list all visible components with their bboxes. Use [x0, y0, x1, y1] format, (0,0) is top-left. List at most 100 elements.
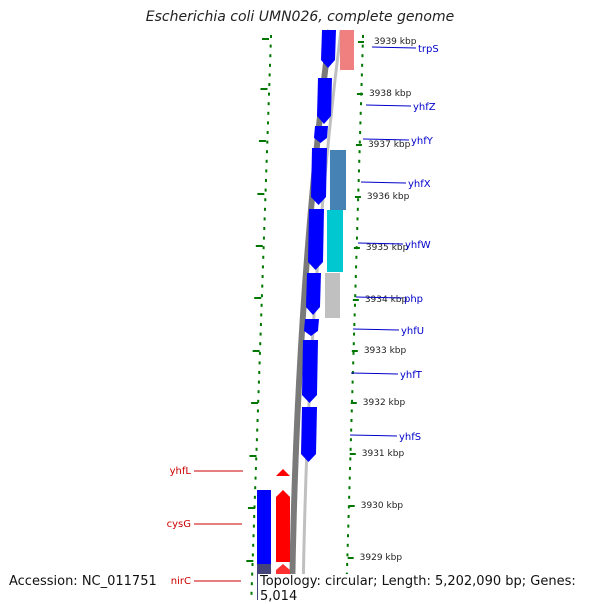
left-track-dot — [252, 534, 255, 538]
left-track-dot — [263, 207, 266, 211]
right-track-dot — [346, 553, 349, 557]
right-track-dot — [353, 332, 356, 336]
right-track-dot — [352, 342, 355, 346]
left-track-dot — [264, 188, 267, 192]
kbp-tick-mark — [352, 299, 359, 301]
gene-label-left: yhfL — [170, 466, 192, 477]
right-track-dot — [358, 159, 361, 163]
right-track-dot — [348, 486, 351, 490]
gene-label-right: php — [404, 294, 423, 305]
kbp-tick-mark — [351, 350, 358, 352]
right-track-dot — [361, 54, 364, 58]
right-track-dot — [355, 236, 358, 240]
left-track-dot — [257, 380, 260, 384]
left-track-dot — [265, 159, 268, 163]
kbp-tick-label: 3935 kbp — [366, 243, 409, 253]
kbp-tick-mark — [350, 402, 357, 404]
right-track-dot — [354, 284, 357, 288]
left-track-dot — [254, 486, 257, 490]
gene-label-right: yhfT — [400, 370, 423, 381]
left-track-tick — [249, 455, 257, 457]
kbp-tick-mark — [355, 144, 362, 146]
gene-label-right: yhfX — [408, 179, 431, 190]
right-track-dot — [350, 428, 353, 432]
right-track-dot — [353, 323, 356, 326]
kbp-tick-mark — [349, 453, 356, 455]
gene-label-right: trpS — [418, 44, 439, 55]
left-track-dot — [256, 419, 259, 422]
left-track-dot — [263, 227, 266, 230]
left-track-dot — [266, 121, 269, 125]
kbp-tick-label: 3929 kbp — [360, 553, 403, 563]
kbp-tick-mark — [348, 505, 355, 507]
right-track-dot — [352, 361, 355, 365]
left-track-tick — [258, 140, 266, 142]
left-track-dot — [261, 284, 264, 288]
left-track-dot — [263, 217, 266, 221]
gene-reverse-arrow — [276, 490, 290, 562]
right-track-dot — [359, 111, 362, 115]
right-track-dot — [348, 476, 351, 480]
right-track-dot — [353, 313, 356, 317]
label-leader-line — [362, 138, 410, 141]
right-track-dot — [351, 390, 354, 394]
right-track-dot — [358, 150, 361, 154]
kbp-tick-label: 3939 kbp — [374, 37, 417, 47]
right-track-dot — [352, 351, 355, 355]
left-track-dot — [260, 294, 263, 298]
left-track-dot — [268, 73, 271, 77]
gene-trpS-arrow — [321, 30, 336, 68]
right-track-dot — [349, 438, 352, 442]
right-track-dot — [349, 467, 352, 470]
left-track-dot — [261, 275, 264, 278]
gene-label-right: yhfW — [405, 240, 431, 251]
right-track-dot — [347, 524, 350, 528]
left-track-dot — [255, 438, 258, 442]
right-track-dot — [350, 419, 353, 422]
left-track-dot — [250, 582, 253, 586]
right-track-dot — [361, 44, 364, 48]
left-track-dot — [258, 351, 261, 355]
right-track-dot — [354, 275, 357, 278]
kbp-tick-mark — [354, 196, 361, 198]
kbp-tick-label: 3936 kbp — [367, 192, 410, 202]
left-track-dot — [269, 44, 272, 48]
right-track-dot — [354, 294, 357, 298]
left-track-dot — [266, 131, 269, 134]
left-track-dot — [262, 236, 265, 240]
left-track-dot — [261, 265, 264, 269]
left-track-dot — [259, 342, 262, 346]
right-track-dot — [349, 457, 352, 461]
left-track-dot — [251, 553, 254, 557]
left-track-dot — [264, 179, 267, 182]
gene-php-arrow — [306, 273, 321, 315]
left-track-dot — [255, 457, 258, 461]
right-track-dot — [353, 303, 356, 307]
left-track-tick — [251, 402, 259, 404]
kbp-tick-label: 3932 kbp — [363, 398, 406, 408]
right-track-dot — [351, 371, 354, 374]
kbp-tick-mark — [356, 93, 363, 95]
right-track-dot — [347, 515, 350, 518]
left-track-dot — [250, 591, 253, 595]
kbp-tick-label: 3938 kbp — [369, 89, 412, 99]
right-track-dot — [357, 188, 360, 192]
map-title: Escherichia coli UMN026, complete genome — [145, 9, 455, 25]
gene-yhfZ-arrow — [317, 78, 332, 124]
cog-block-yhfX — [330, 150, 346, 210]
left-track-tick — [252, 350, 260, 352]
left-track-dot — [251, 572, 254, 576]
gene-yhfU-arrow — [304, 319, 319, 336]
label-leader-line — [350, 372, 399, 375]
gene-label-right: yhfY — [411, 136, 434, 147]
gene-label-right: yhfU — [401, 326, 424, 337]
right-track-dot — [361, 63, 364, 67]
right-track-dot — [360, 73, 363, 77]
right-track-dot — [347, 534, 350, 538]
left-dotted-track — [246, 35, 272, 595]
right-track-dot — [357, 179, 360, 182]
left-track-dot — [255, 447, 258, 451]
left-track-dot — [254, 476, 257, 480]
label-leader-line — [352, 328, 400, 331]
kbp-tick-label: 3934 kbp — [365, 295, 408, 305]
